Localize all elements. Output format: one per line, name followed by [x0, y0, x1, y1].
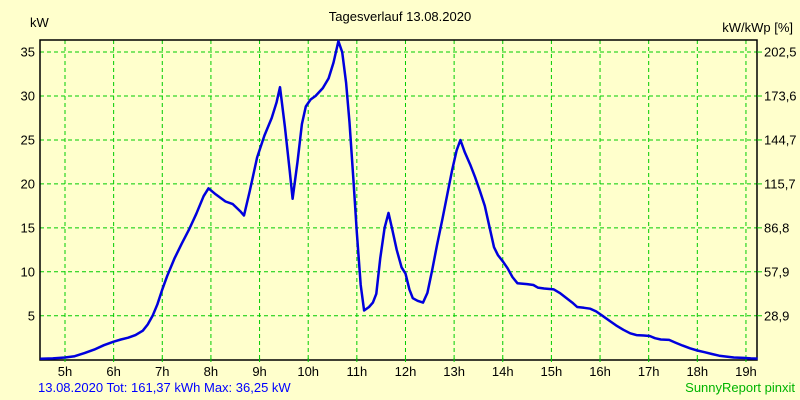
y-axis-left-tick-label: 35 [21, 45, 35, 60]
y-axis-right-tick-label: 144,7 [764, 132, 797, 147]
x-axis-tick-label: 13h [443, 364, 465, 379]
x-axis-tick-label: 6h [106, 364, 120, 379]
x-axis-tick-label: 19h [735, 364, 757, 379]
x-axis-tick-label: 15h [541, 364, 563, 379]
x-axis-tick-label: 14h [492, 364, 514, 379]
y-axis-left-tick-label: 25 [21, 132, 35, 147]
y-axis-left-tick-label: 15 [21, 220, 35, 235]
y-axis-left-tick-label: 10 [21, 264, 35, 279]
summary-text: 13.08.2020 Tot: 161,37 kWh Max: 36,25 kW [38, 380, 291, 395]
x-axis-tick-label: 11h [346, 364, 367, 379]
x-axis-tick-label: 17h [638, 364, 660, 379]
left-axis-unit-label: kW [30, 15, 49, 30]
x-axis-tick-label: 16h [589, 364, 611, 379]
watermark-text: SunnyReport pinxit [685, 380, 795, 395]
y-axis-right-tick-label: 115,7 [764, 176, 796, 191]
power-curve [40, 39, 758, 361]
y-axis-right-tick-label: 173,6 [764, 89, 797, 104]
x-axis-tick-label: 10h [297, 364, 319, 379]
y-axis-right-tick-label: 202,5 [764, 45, 797, 60]
y-axis-right-tick-label: 57,9 [764, 264, 789, 279]
y-axis-left-tick-label: 30 [21, 89, 35, 104]
x-axis-tick-label: 12h [395, 364, 417, 379]
y-axis-left-tick-label: 5 [28, 308, 35, 323]
axis-box [39, 39, 758, 361]
x-axis-tick-label: 8h [204, 364, 218, 379]
x-axis-tick-label: 18h [686, 364, 708, 379]
chart-title: Tagesverlauf 13.08.2020 [328, 9, 472, 24]
right-axis-unit-label: kW/kWp [%] [722, 20, 793, 35]
x-axis-tick-label: 5h [58, 364, 72, 379]
y-axis-right-tick-label: 86,8 [764, 220, 789, 235]
y-axis-left-tick-label: 20 [21, 176, 35, 191]
y-axis-right-tick-label: 28,9 [764, 308, 789, 323]
x-axis-tick-label: 7h [155, 364, 169, 379]
x-axis-tick-label: 9h [252, 364, 266, 379]
